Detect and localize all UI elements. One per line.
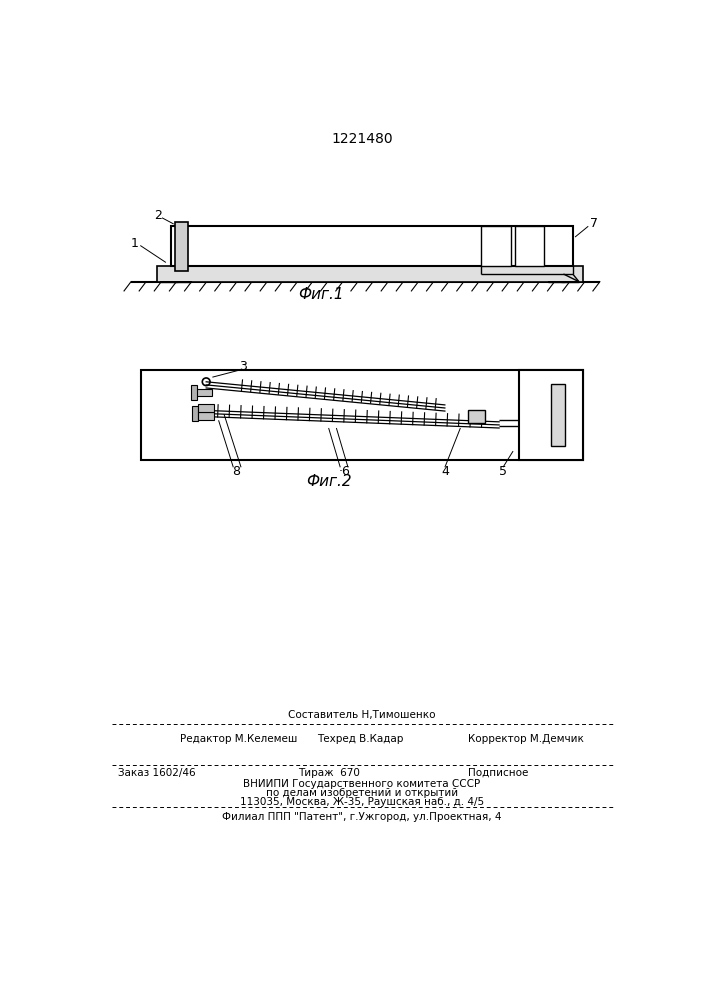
Text: 2: 2 (154, 209, 162, 222)
Bar (194, 389, 212, 396)
Text: ·6: ·6 (338, 465, 350, 478)
Text: + +: + + (520, 241, 539, 251)
Text: Редактор М.Келемеш: Редактор М.Келемеш (180, 734, 297, 744)
Bar (191, 385, 197, 400)
Text: + +: + + (486, 241, 506, 251)
Text: 3: 3 (240, 360, 247, 373)
Text: Подписное: Подписное (468, 768, 529, 778)
Text: 5: 5 (499, 465, 507, 478)
Bar (468, 410, 485, 423)
Text: Составитель Н,Тимошенко: Составитель Н,Тимошенко (288, 710, 436, 720)
Text: 113035, Москва, Ж-35, Раушская наб., д. 4/5: 113035, Москва, Ж-35, Раушская наб., д. … (240, 797, 484, 807)
Text: 1221480: 1221480 (331, 132, 393, 146)
Bar (481, 226, 510, 266)
Bar (192, 406, 199, 421)
Text: 7: 7 (590, 217, 597, 230)
Text: Филиал ППП "Патент", г.Ужгород, ул.Проектная, 4: Филиал ППП "Патент", г.Ужгород, ул.Проек… (222, 812, 502, 822)
Bar (175, 222, 187, 271)
Bar (141, 370, 583, 460)
Text: Корректор М.Демчик: Корректор М.Демчик (468, 734, 584, 744)
Bar (199, 412, 214, 420)
Bar (515, 226, 544, 266)
Text: 1: 1 (131, 237, 139, 250)
Text: Тираж  670: Тираж 670 (298, 768, 359, 778)
Bar (171, 226, 573, 266)
Bar (518, 370, 583, 460)
Text: 8: 8 (232, 465, 240, 478)
Text: Техред В.Кадар: Техред В.Кадар (317, 734, 404, 744)
Text: Заказ 1602/46: Заказ 1602/46 (118, 768, 195, 778)
Text: ВНИИПИ Государственного комитета СССР: ВНИИПИ Государственного комитета СССР (243, 779, 481, 789)
Text: 4: 4 (441, 465, 449, 478)
Text: по делам изобретений и открытий: по делам изобретений и открытий (266, 788, 458, 798)
Text: Фиг.1: Фиг.1 (298, 287, 344, 302)
Text: Фиг.2: Фиг.2 (306, 474, 351, 489)
Bar (156, 266, 583, 282)
Bar (199, 404, 214, 412)
Bar (551, 384, 565, 446)
